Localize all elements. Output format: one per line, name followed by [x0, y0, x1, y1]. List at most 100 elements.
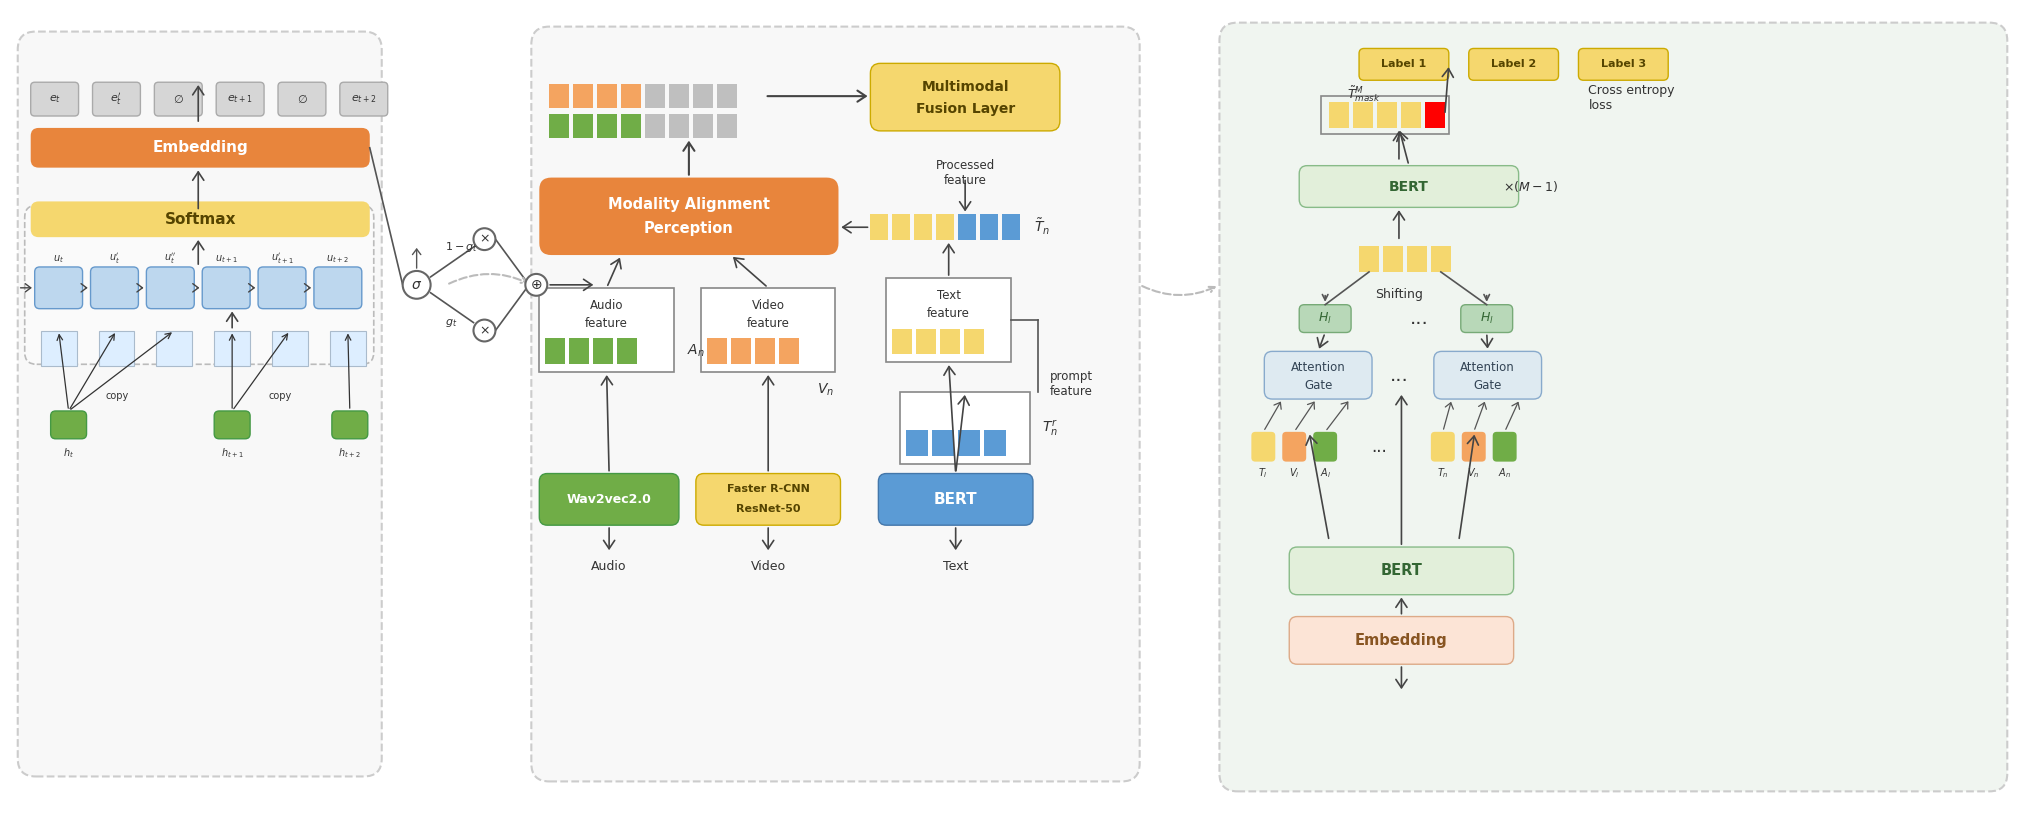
Circle shape — [402, 271, 431, 299]
Text: $\times$: $\times$ — [480, 324, 490, 337]
Bar — [778, 339, 799, 365]
Text: Label 2: Label 2 — [1491, 59, 1536, 69]
Text: $e_{t+1}$: $e_{t+1}$ — [228, 94, 252, 105]
Text: BERT: BERT — [1390, 180, 1428, 194]
Bar — [1424, 102, 1445, 128]
FancyBboxPatch shape — [1431, 432, 1455, 462]
FancyBboxPatch shape — [213, 411, 250, 439]
FancyBboxPatch shape — [35, 267, 83, 309]
FancyBboxPatch shape — [1264, 352, 1372, 399]
Text: $h_{t+1}$: $h_{t+1}$ — [221, 446, 244, 460]
Bar — [1431, 246, 1451, 272]
Bar — [272, 330, 309, 366]
Text: $T_n^r$: $T_n^r$ — [1042, 418, 1059, 438]
Text: Video: Video — [752, 300, 784, 313]
Bar — [1406, 246, 1426, 272]
Text: BERT: BERT — [935, 492, 977, 507]
Bar — [669, 84, 689, 108]
Bar — [892, 214, 910, 240]
FancyBboxPatch shape — [258, 267, 307, 309]
Text: $\varnothing$: $\varnothing$ — [173, 93, 183, 105]
FancyBboxPatch shape — [1435, 352, 1542, 399]
Text: Video: Video — [750, 560, 786, 573]
Bar — [597, 114, 618, 138]
Bar — [1353, 102, 1374, 128]
FancyBboxPatch shape — [339, 82, 388, 116]
Text: Label 3: Label 3 — [1601, 59, 1646, 69]
Bar — [914, 214, 933, 240]
Bar — [329, 330, 366, 366]
Text: $A_n$: $A_n$ — [687, 342, 705, 359]
FancyBboxPatch shape — [1461, 304, 1512, 332]
Text: Attention: Attention — [1461, 361, 1516, 374]
Text: Embedding: Embedding — [1355, 633, 1449, 648]
Bar — [549, 114, 569, 138]
Text: $A_l$: $A_l$ — [1319, 466, 1331, 480]
Bar — [754, 339, 774, 365]
Bar — [870, 214, 888, 240]
Text: ...: ... — [1372, 438, 1388, 456]
Bar — [963, 329, 983, 354]
Text: feature: feature — [927, 307, 969, 320]
Circle shape — [473, 320, 496, 341]
FancyBboxPatch shape — [313, 267, 362, 309]
Text: Embedding: Embedding — [152, 140, 248, 155]
Text: BERT: BERT — [1380, 563, 1422, 579]
Circle shape — [473, 228, 496, 250]
FancyBboxPatch shape — [1469, 49, 1559, 81]
Text: $\tilde{T}_{mask}^M$: $\tilde{T}_{mask}^M$ — [1347, 84, 1380, 104]
FancyBboxPatch shape — [331, 411, 368, 439]
Text: $u_t^{\prime\prime}$: $u_t^{\prime\prime}$ — [165, 252, 177, 266]
Bar — [1321, 96, 1449, 133]
Bar — [41, 330, 77, 366]
Bar — [886, 278, 1012, 362]
Bar — [693, 84, 713, 108]
Text: $e_{t+2}$: $e_{t+2}$ — [352, 94, 376, 105]
Bar — [959, 430, 979, 456]
Text: $\times$: $\times$ — [480, 233, 490, 246]
Bar — [933, 430, 955, 456]
Bar — [213, 330, 250, 366]
Bar — [979, 214, 998, 240]
Bar — [959, 214, 975, 240]
Bar — [545, 339, 565, 365]
FancyBboxPatch shape — [1252, 432, 1276, 462]
FancyBboxPatch shape — [1288, 547, 1514, 595]
Text: $e_t'$: $e_t'$ — [110, 91, 122, 107]
Bar — [892, 329, 912, 354]
Bar — [1359, 246, 1380, 272]
Text: Audio: Audio — [591, 560, 626, 573]
FancyBboxPatch shape — [215, 82, 264, 116]
FancyBboxPatch shape — [1298, 166, 1518, 208]
Text: feature: feature — [746, 317, 790, 330]
Text: Gate: Gate — [1473, 379, 1502, 392]
Text: Gate: Gate — [1305, 379, 1333, 392]
Text: ...: ... — [1410, 309, 1428, 328]
Bar — [937, 214, 955, 240]
Text: Faster R-CNN: Faster R-CNN — [727, 484, 809, 494]
Text: feature: feature — [585, 317, 628, 330]
FancyBboxPatch shape — [1461, 432, 1485, 462]
Text: $u_{t+2}$: $u_{t+2}$ — [327, 253, 350, 265]
FancyBboxPatch shape — [1313, 432, 1337, 462]
Text: $h_{t+2}$: $h_{t+2}$ — [339, 446, 362, 460]
Bar — [98, 330, 134, 366]
Bar — [644, 84, 664, 108]
Bar — [941, 329, 961, 354]
Bar — [717, 114, 738, 138]
Text: Softmax: Softmax — [165, 212, 236, 227]
Bar — [549, 84, 569, 108]
Text: ...: ... — [1390, 365, 1408, 385]
FancyBboxPatch shape — [1359, 49, 1449, 81]
Text: Shifting: Shifting — [1376, 288, 1422, 301]
Circle shape — [526, 274, 547, 295]
Text: $\oplus$: $\oplus$ — [530, 278, 543, 292]
Bar — [983, 430, 1006, 456]
Bar — [701, 288, 835, 372]
Text: Multimodal: Multimodal — [920, 81, 1010, 94]
Text: $V_n$: $V_n$ — [817, 382, 833, 398]
Bar — [644, 114, 664, 138]
FancyBboxPatch shape — [30, 128, 370, 168]
Bar — [1002, 214, 1020, 240]
FancyBboxPatch shape — [203, 267, 250, 309]
